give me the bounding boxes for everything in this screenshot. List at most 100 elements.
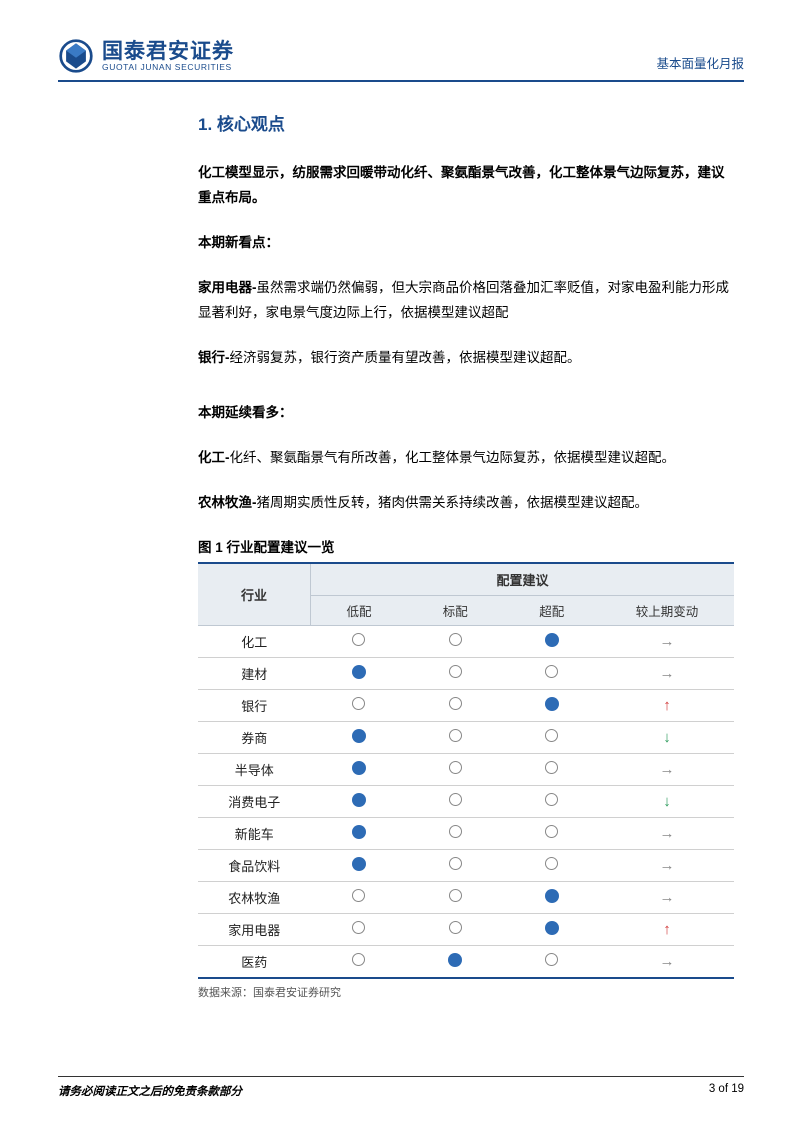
figure-title: 图 1 行业配置建议一览 [198,536,734,556]
table-row: 农林牧渔 → [198,881,734,913]
table-row: 医药→ [198,945,734,977]
cell-over [503,721,599,753]
para-appliance: 家用电器-虽然需求端仍然偏弱，但大宗商品价格回落叠加汇率贬值，对家电盈利能力形成… [198,276,734,326]
cell-change: → [600,657,734,689]
cell-low [311,689,407,721]
cell-std [407,689,503,721]
page-root: 国泰君安证券 GUOTAI JUNAN SECURITIES 基本面量化月报 1… [0,0,802,1133]
dot-empty-icon [545,825,558,838]
dot-empty-icon [352,889,365,902]
change-arrow-icon: → [659,761,674,778]
dot-empty-icon [352,921,365,934]
dot-filled-icon [352,729,366,743]
table-row: 半导体 → [198,753,734,785]
dot-empty-icon [352,953,365,966]
para-chem-label: 化工- [198,450,230,465]
dot-filled-icon [545,889,559,903]
th-industry: 行业 [198,564,311,626]
logo-text: 国泰君安证券 GUOTAI JUNAN SECURITIES [102,40,234,72]
content-body: 1. 核心观点 化工模型显示，纺服需求回暖带动化纤、聚氨酯景气改善，化工整体景气… [198,110,734,1000]
dot-empty-icon [449,729,462,742]
dot-empty-icon [545,953,558,966]
cell-industry: 消费电子 [198,785,311,817]
dot-empty-icon [449,761,462,774]
dot-empty-icon [449,921,462,934]
para-bank-label: 银行- [198,350,230,365]
logo-chinese: 国泰君安证券 [102,40,234,63]
cell-low [311,881,407,913]
para-chem-text: 化纤、聚氨酯景气有所改善，化工整体景气边际复苏，依据模型建议超配。 [230,450,676,465]
cell-change: → [600,881,734,913]
cell-change: → [600,625,734,657]
th-change: 较上期变动 [600,595,734,625]
company-logo-icon [58,38,94,74]
cell-low [311,817,407,849]
th-over: 超配 [503,595,599,625]
page-header: 国泰君安证券 GUOTAI JUNAN SECURITIES 基本面量化月报 [58,38,744,82]
cell-std [407,945,503,977]
cell-std [407,753,503,785]
change-arrow-icon: → [659,665,674,682]
cell-low [311,657,407,689]
change-arrow-icon: ↑ [663,921,671,938]
cell-low [311,625,407,657]
para-appliance-text: 虽然需求端仍然偏弱，但大宗商品价格回落叠加汇率贬值，对家电盈利能力形成显著利好，… [198,280,729,320]
cell-over [503,849,599,881]
cell-low [311,753,407,785]
header-report-type: 基本面量化月报 [656,53,744,74]
cell-low [311,721,407,753]
dot-filled-icon [352,793,366,807]
cell-over [503,785,599,817]
cell-industry: 家用电器 [198,913,311,945]
dot-empty-icon [545,729,558,742]
dot-empty-icon [449,857,462,870]
para-appliance-label: 家用电器- [198,280,257,295]
cell-std [407,881,503,913]
cell-std [407,913,503,945]
table-row: 食品饮料→ [198,849,734,881]
cell-low [311,913,407,945]
cell-industry: 券商 [198,721,311,753]
dot-filled-icon [545,921,559,935]
cell-low [311,785,407,817]
cell-over [503,657,599,689]
change-arrow-icon: → [659,857,674,874]
th-low: 低配 [311,595,407,625]
cell-industry: 化工 [198,625,311,657]
logo-english: GUOTAI JUNAN SECURITIES [102,63,234,72]
dot-empty-icon [352,697,365,710]
cell-change: → [600,849,734,881]
th-std: 标配 [407,595,503,625]
cell-std [407,849,503,881]
cell-std [407,817,503,849]
dot-empty-icon [449,665,462,678]
change-arrow-icon: → [659,633,674,650]
cell-over [503,753,599,785]
dot-empty-icon [545,793,558,806]
dot-filled-icon [352,761,366,775]
table-row: 新能车 → [198,817,734,849]
para-agri: 农林牧渔-猪周期实质性反转，猪肉供需关系持续改善，依据模型建议超配。 [198,491,734,516]
cell-industry: 农林牧渔 [198,881,311,913]
para-bank: 银行-经济弱复苏，银行资产质量有望改善，依据模型建议超配。 [198,346,734,371]
para-summary: 化工模型显示，纺服需求回暖带动化纤、聚氨酯景气改善，化工整体景气边际复苏，建议重… [198,161,734,211]
cell-over [503,625,599,657]
th-advice: 配置建议 [311,564,734,596]
cell-std [407,721,503,753]
cell-industry: 新能车 [198,817,311,849]
table-row: 化工 → [198,625,734,657]
table-row: 券商↓ [198,721,734,753]
page-footer: 请务必阅读正文之后的免责条款部分 3 of 19 [58,1076,744,1099]
cell-std [407,625,503,657]
cell-change: ↑ [600,913,734,945]
footer-disclaimer: 请务必阅读正文之后的免责条款部分 [58,1083,242,1099]
para-agri-label: 农林牧渔- [198,495,257,510]
cell-industry: 半导体 [198,753,311,785]
allocation-table-wrap: 行业 配置建议 低配 标配 超配 较上期变动 化工→建材→银行↑券商↓半导体→消… [198,562,734,979]
para-bank-text: 经济弱复苏，银行资产质量有望改善，依据模型建议超配。 [230,350,581,365]
change-arrow-icon: → [659,825,674,842]
cell-std [407,657,503,689]
footer-page-number: 3 of 19 [709,1083,744,1099]
allocation-table: 行业 配置建议 低配 标配 超配 较上期变动 化工→建材→银行↑券商↓半导体→消… [198,564,734,977]
cell-industry: 银行 [198,689,311,721]
